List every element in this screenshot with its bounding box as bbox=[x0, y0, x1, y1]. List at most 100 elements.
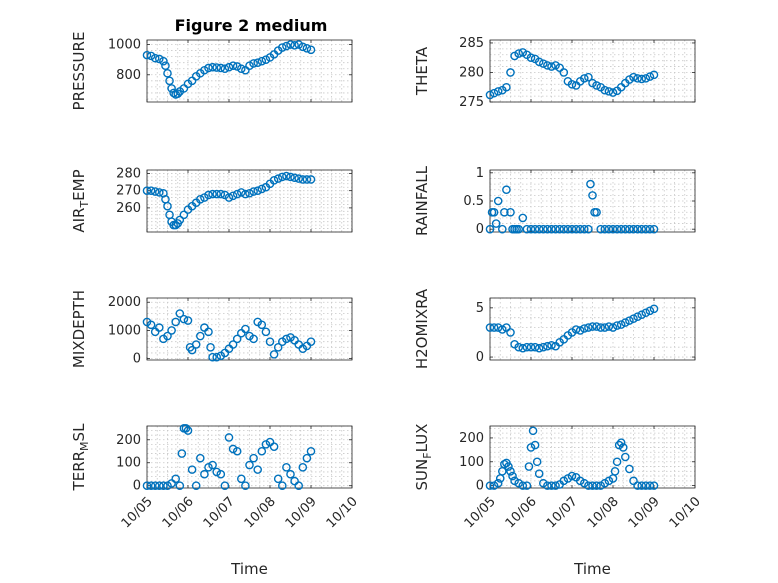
data-point bbox=[539, 342, 548, 352]
data-point bbox=[150, 327, 160, 337]
data-point bbox=[612, 457, 622, 467]
data-point bbox=[175, 215, 185, 225]
data-point bbox=[497, 224, 507, 234]
data-point bbox=[187, 465, 197, 474]
x-tick-label: 10/08 bbox=[242, 494, 279, 531]
data-point bbox=[286, 40, 295, 49]
data-point bbox=[298, 175, 308, 184]
data-point bbox=[649, 304, 659, 314]
x-tick-label: 10/10 bbox=[324, 494, 361, 531]
data-point bbox=[161, 61, 170, 71]
data-point bbox=[294, 481, 304, 491]
data-point bbox=[191, 481, 201, 491]
data-point bbox=[306, 337, 316, 346]
data-point bbox=[286, 469, 295, 479]
data-point bbox=[600, 85, 610, 95]
data-point bbox=[616, 438, 626, 447]
data-point bbox=[273, 474, 283, 484]
y-tick-label: 285 bbox=[459, 36, 484, 51]
data-point bbox=[551, 481, 560, 490]
data-point bbox=[621, 224, 630, 234]
data-point bbox=[563, 224, 573, 234]
data-point bbox=[232, 446, 242, 456]
data-point bbox=[282, 334, 291, 344]
data-point bbox=[616, 320, 626, 329]
data-point bbox=[649, 481, 659, 490]
axes-box bbox=[146, 39, 353, 103]
data-point bbox=[543, 481, 552, 490]
subplot-8: 0 100 200 SUNFLUX 10/05 10/06 10/07 10/08 10/09 1… bbox=[413, 424, 704, 578]
data-point bbox=[204, 63, 213, 73]
data-point bbox=[504, 462, 513, 471]
data-point bbox=[228, 61, 238, 71]
data-point bbox=[204, 190, 213, 200]
data-point bbox=[649, 70, 659, 80]
data-point bbox=[534, 469, 544, 478]
data-point bbox=[571, 224, 581, 234]
data-point bbox=[518, 343, 528, 353]
y-tick-label: 280 bbox=[459, 65, 484, 80]
data-point bbox=[163, 201, 172, 211]
data-point bbox=[567, 224, 577, 234]
data-point bbox=[497, 325, 507, 334]
data-point bbox=[236, 328, 246, 338]
data-point bbox=[625, 224, 634, 234]
data-point bbox=[608, 224, 618, 234]
data-point bbox=[173, 89, 183, 98]
data-point bbox=[273, 343, 283, 352]
data-point bbox=[154, 54, 164, 64]
x-tick-label: 10/06 bbox=[503, 494, 540, 531]
data-point bbox=[493, 323, 503, 332]
data-point bbox=[277, 172, 287, 182]
data-point bbox=[526, 53, 536, 63]
data-point bbox=[621, 318, 630, 327]
data-point bbox=[302, 175, 312, 184]
data-point bbox=[306, 175, 316, 184]
x-tick-label: 10/05 bbox=[119, 494, 156, 531]
data-point bbox=[150, 53, 160, 63]
axes-box bbox=[146, 169, 353, 233]
data-point bbox=[236, 474, 246, 484]
data-point bbox=[584, 72, 593, 82]
data-point bbox=[629, 314, 638, 323]
data-point bbox=[191, 340, 201, 349]
data-point bbox=[261, 440, 271, 449]
data-point bbox=[493, 87, 503, 96]
data-point bbox=[637, 481, 647, 490]
data-point bbox=[163, 68, 172, 78]
data-point bbox=[159, 481, 168, 491]
data-point bbox=[146, 481, 156, 491]
axes-box bbox=[146, 297, 353, 361]
data-point bbox=[212, 467, 221, 477]
data-point bbox=[265, 337, 275, 346]
subplot-3: 260 270 280 AIRTEMP bbox=[70, 166, 353, 233]
data-point bbox=[200, 469, 209, 479]
data-point bbox=[159, 56, 168, 66]
data-point bbox=[592, 207, 601, 217]
data-point bbox=[261, 55, 271, 64]
data-point bbox=[273, 174, 283, 183]
data-point bbox=[641, 481, 651, 490]
data-point bbox=[575, 326, 585, 335]
data-point bbox=[592, 81, 601, 90]
data-point bbox=[485, 323, 495, 332]
data-point bbox=[249, 187, 258, 196]
figure-title: Figure 2 medium bbox=[175, 16, 328, 35]
data-point bbox=[249, 453, 258, 463]
data-point bbox=[575, 224, 585, 234]
y-tick-label: 1 bbox=[476, 166, 484, 181]
y-axis-label: SUNFLUX bbox=[413, 424, 434, 491]
data-point bbox=[539, 59, 548, 68]
data-point bbox=[208, 189, 217, 199]
data-point bbox=[253, 465, 263, 474]
data-point bbox=[526, 224, 536, 234]
data-point bbox=[208, 62, 217, 72]
y-tick-label: 0.5 bbox=[463, 194, 484, 209]
data-point bbox=[621, 452, 630, 462]
data-point bbox=[633, 224, 642, 234]
y-tick-label: 0 bbox=[133, 479, 141, 494]
data-point bbox=[547, 340, 556, 350]
data-point bbox=[150, 481, 160, 491]
data-point bbox=[559, 68, 569, 77]
